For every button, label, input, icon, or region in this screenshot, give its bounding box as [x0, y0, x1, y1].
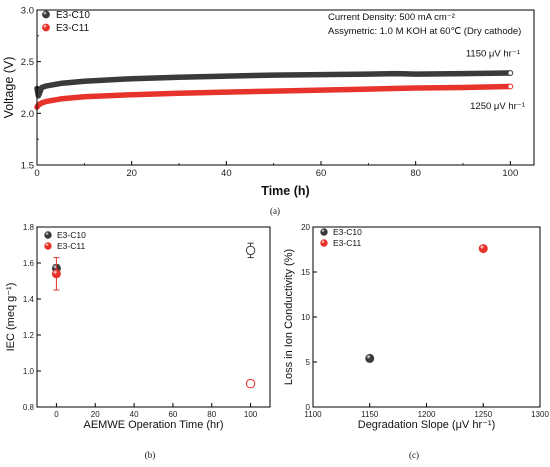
x-axis-label: AEMWE Operation Time (hr): [84, 419, 224, 431]
panel-label-a: (a): [270, 206, 280, 216]
legend-label-e3-c11: E3-C11: [333, 238, 361, 248]
data-point-e3-c10: [245, 245, 256, 256]
y-axis-label: Loss in Ion Conductivity (%): [283, 249, 295, 385]
y-tick-label: 1.2: [23, 331, 35, 340]
end-label-e3-c10: 1150 μV hr⁻¹: [466, 49, 520, 60]
x-tick-label: 20: [126, 168, 137, 179]
legend-marker-e3-c11: [42, 23, 50, 32]
y-tick-label: 5: [306, 358, 311, 367]
panel-b-plot-frame: [36, 226, 271, 408]
legend-marker-e3-c10: [42, 10, 50, 19]
x-tick-label: 40: [130, 410, 139, 419]
panel-c-conductivity-chart: 1100 1150 1200 1250 1300 0 5 10 15 20 E3-C10E3-C11…: [283, 223, 549, 460]
x-tick-label: 1200: [418, 410, 436, 419]
legend-label-e3-c10: E3-C10: [57, 230, 86, 240]
y-tick-label: 1.4: [23, 295, 35, 304]
legend-marker-e3-c10: [44, 231, 52, 239]
legend-label-e3-c11: E3-C11: [56, 23, 90, 34]
x-tick-label: 1150: [361, 410, 379, 419]
x-tick-label: 40: [221, 168, 232, 179]
x-tick-label: 80: [207, 410, 216, 419]
panel-c-plot-frame: [312, 226, 541, 408]
y-tick-label: 10: [301, 313, 310, 322]
series-end-marker-e3-c10: [507, 70, 514, 76]
legend-label-e3-c10: E3-C10: [333, 227, 362, 237]
panel-label-c: (c): [409, 450, 419, 460]
x-axis-label: Time (h): [261, 184, 309, 198]
y-tick-label: 2.5: [21, 57, 34, 68]
x-tick-label: 20: [91, 410, 100, 419]
y-tick-label: 20: [301, 223, 310, 232]
x-tick-label: 1300: [531, 410, 549, 419]
y-tick-label: 15: [301, 268, 310, 277]
y-tick-label: 1.5: [21, 161, 34, 172]
x-tick-label: 100: [502, 168, 518, 179]
panel-b-iec-chart: 0 20 40 60 80 100 0.8 1.0 1.2 1.4 1.6 1.8 E3-C10E3-C…: [5, 223, 271, 460]
annotation-conditions: Assymetric: 1.0 M KOH at 60℃ (Dry cathod…: [328, 26, 521, 37]
y-tick-label: 2.0: [21, 109, 34, 120]
y-tick-label: 0.8: [23, 403, 35, 412]
x-tick-label: 60: [316, 168, 327, 179]
y-axis-label: Voltage (V): [2, 57, 16, 119]
x-tick-label: 80: [410, 168, 421, 179]
data-point-e3-c11: [51, 269, 61, 279]
x-tick-label: 1100: [304, 410, 322, 419]
x-tick-label: 100: [244, 410, 258, 419]
annotation-current-density: Current Density: 500 mA cm⁻²: [328, 12, 455, 23]
legend-marker-e3-c11: [44, 242, 52, 250]
panel-label-b: (b): [145, 450, 156, 460]
y-tick-label: 1.0: [23, 367, 35, 376]
legend-label-e3-c10: E3-C10: [56, 10, 90, 21]
data-point-e3-c11: [478, 244, 488, 254]
y-tick-label: 1.8: [23, 223, 35, 232]
series-end-marker-e3-c11: [507, 83, 514, 90]
x-tick-label: 1250: [474, 410, 492, 419]
data-point-e3-c10: [365, 353, 375, 363]
x-axis-label: Degradation Slope (μV hr⁻¹): [358, 419, 495, 431]
legend-marker-e3-c10: [320, 228, 328, 236]
y-tick-label: 0: [306, 403, 311, 412]
series-line-e3-c11: [34, 83, 514, 110]
panel-a-voltage-chart: 0 20 40 60 80 100 1.5 2.0 2.5 3.0 Time (h) Voltage …: [2, 6, 535, 216]
end-label-e3-c11: 1250 μV hr⁻¹: [470, 101, 525, 112]
y-axis-label: IEC (meq g⁻¹): [5, 283, 17, 352]
x-tick-label: 0: [34, 168, 39, 179]
x-tick-label: 60: [168, 410, 177, 419]
y-tick-label: 1.6: [23, 259, 35, 268]
series-line-e3-c10: [34, 70, 514, 99]
x-tick-label: 0: [54, 410, 59, 419]
data-point-e3-c11: [245, 378, 256, 389]
legend-label-e3-c11: E3-C11: [57, 241, 85, 251]
legend-marker-e3-c11: [320, 239, 328, 247]
y-tick-label: 3.0: [21, 6, 34, 17]
